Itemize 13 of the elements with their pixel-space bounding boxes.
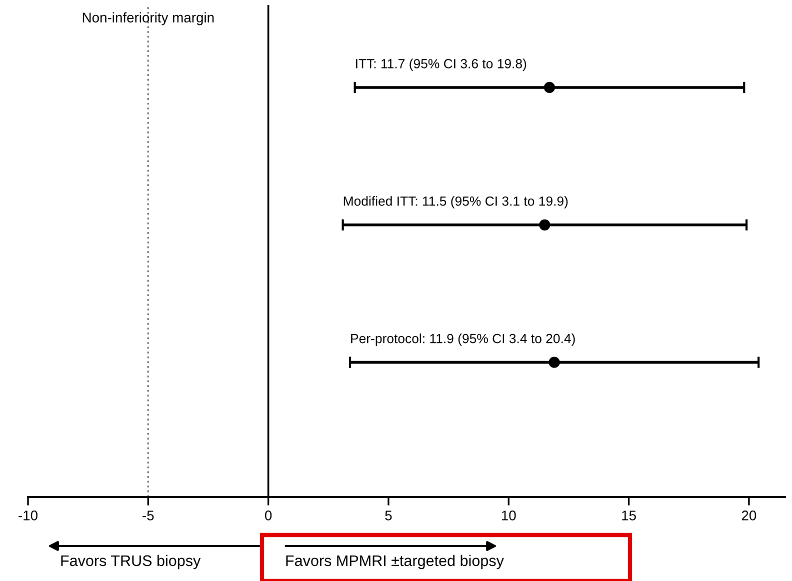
x-tick-label: -5 — [142, 510, 154, 520]
x-tick-label: 20 — [742, 510, 756, 520]
ref-line-label: Non-inferiority margin — [82, 12, 214, 26]
data-label: Per-protocol: 11.9 (95% CI 3.4 to 20.4) — [351, 334, 575, 346]
text: Favors MPMRI ±targeted biopsy — [286, 554, 504, 570]
text: Favors TRUS biopsy — [61, 554, 201, 570]
data-label: Modified ITT: 11.5 (95% CI 3.1 to 19.9) — [344, 196, 568, 208]
x-tick-label: 15 — [622, 510, 636, 520]
x-tick-label: 0 — [265, 510, 272, 520]
x-tick-label: 5 — [385, 510, 392, 520]
data-label: ITT: 11.7 (95% CI 3.6 to 19.8) — [356, 58, 526, 71]
x-tick-label: 10 — [502, 510, 516, 520]
x-tick-label: -10 — [18, 510, 38, 520]
